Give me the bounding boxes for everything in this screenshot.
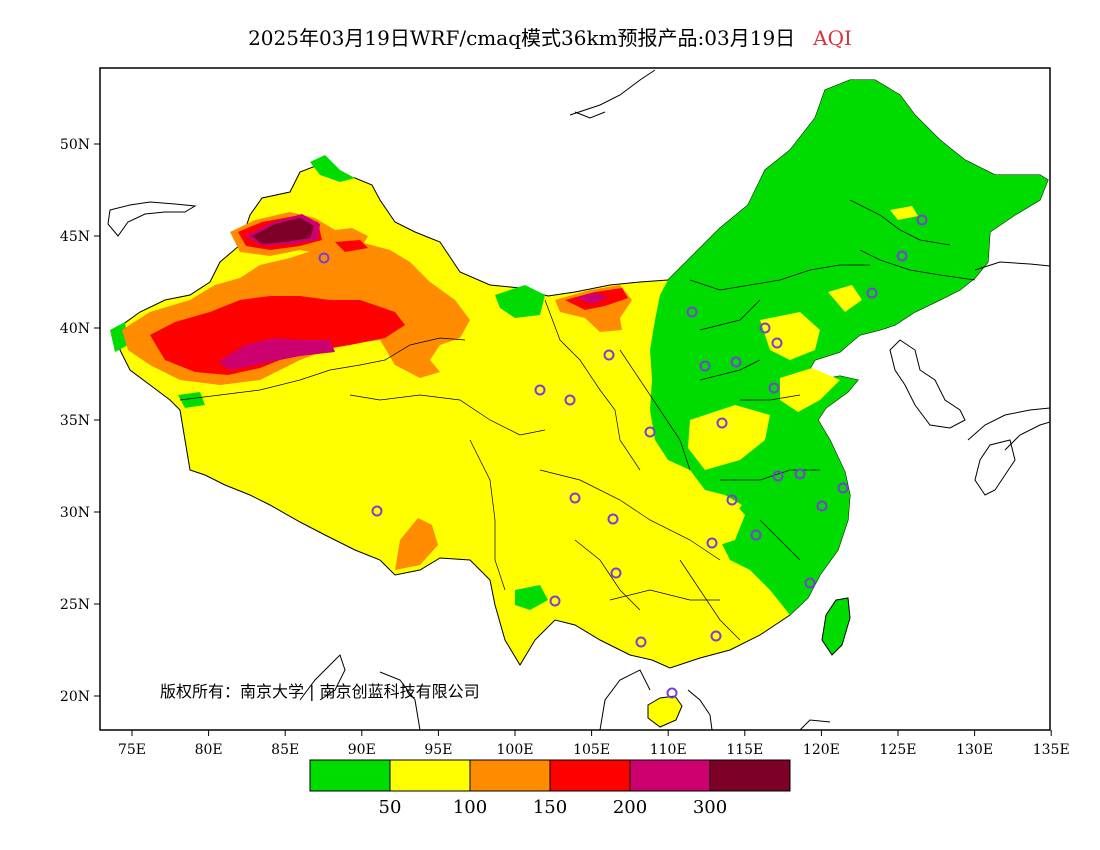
legend-label: 50: [379, 797, 402, 818]
title-text: 2025年03月19日WRF/cmaq模式36km预报产品:03月19日: [248, 26, 796, 50]
latitude-axis: 50N 45N 40N 35N 30N 25N 20N: [60, 137, 100, 705]
lat-tick-label: 45N: [60, 229, 90, 245]
station-marker: [750, 529, 762, 541]
legend-swatch: [309, 759, 391, 792]
station-marker: [716, 417, 728, 429]
station-marker: [603, 349, 615, 361]
station-marker: [726, 494, 738, 506]
lat-tick-label: 35N: [60, 413, 90, 429]
neighbour-coastlines: [107, 69, 1050, 730]
hainan-island: [647, 695, 683, 728]
station-marker: [549, 595, 561, 607]
station-marker: [759, 322, 771, 334]
station-marker: [318, 252, 330, 264]
moderate-patch-henan: [688, 405, 770, 470]
legend-swatch: [629, 759, 711, 792]
lon-tick-label: 135E: [1033, 742, 1070, 758]
lon-tick-label: 90E: [348, 742, 376, 758]
legend-label: 300: [693, 797, 727, 818]
lon-tick-label: 120E: [803, 742, 840, 758]
station-marker: [771, 337, 783, 349]
station-marker: [635, 636, 647, 648]
variable-label: AQI: [813, 26, 852, 50]
station-marker: [794, 468, 806, 480]
station-marker: [569, 492, 581, 504]
moderate-patch-jiangxi: [698, 498, 745, 548]
station-marker: [916, 214, 928, 226]
station-marker: [564, 394, 576, 406]
legend-label: 150: [533, 797, 567, 818]
very-unhealthy-innermongolia: [575, 292, 608, 304]
aqi-legend: 50 100 150 200 300: [309, 759, 791, 818]
lat-tick-label: 40N: [60, 321, 90, 337]
moderate-patch-heilongjiang: [890, 206, 918, 220]
lat-tick-label: 50N: [60, 137, 90, 153]
station-marker: [607, 513, 619, 525]
station-marker: [610, 567, 622, 579]
station-markers: [318, 214, 928, 699]
lon-tick-label: 80E: [195, 742, 223, 758]
station-marker: [896, 250, 908, 262]
good-patch-mongolia-border: [495, 285, 545, 318]
good-patch-yunnan: [515, 585, 548, 610]
very-unhealthy-taklamakan: [218, 338, 335, 370]
station-marker: [644, 426, 656, 438]
good-region-northeast: [650, 80, 1048, 615]
station-marker: [768, 382, 780, 394]
station-marker: [730, 356, 742, 368]
taiwan-island: [821, 597, 851, 656]
station-marker: [837, 482, 849, 494]
unhealthy-region-taklamakan: [150, 296, 405, 375]
lon-tick-label: 110E: [650, 742, 687, 758]
station-marker: [666, 687, 678, 699]
legend-swatch: [389, 759, 471, 792]
station-marker: [772, 470, 784, 482]
lon-tick-label: 115E: [726, 742, 763, 758]
map-frame: [99, 67, 1051, 731]
copyright-text: 版权所有：南京大学 | 南京创蓝科技有限公司: [160, 682, 480, 701]
station-marker: [371, 505, 383, 517]
station-marker: [686, 306, 698, 318]
station-marker: [816, 500, 828, 512]
good-patch-xinjiang-north: [310, 155, 355, 182]
moderate-patch-shandong: [780, 368, 840, 412]
usg-region-tibet-south: [395, 518, 438, 570]
legend-swatch: [549, 759, 631, 792]
unhealthy-patch-east-xinjiang: [335, 240, 368, 252]
lat-tick-label: 30N: [60, 505, 90, 521]
map-title: 2025年03月19日WRF/cmaq模式36km预报产品:03月19日 AQI: [0, 22, 1100, 51]
station-marker: [866, 287, 878, 299]
lon-tick-label: 95E: [424, 742, 452, 758]
legend-label: 200: [613, 797, 647, 818]
station-marker: [804, 577, 816, 589]
longitude-axis: 75E 80E 85E 90E 95E 100E 105E 110E 115E 120E 125E 1…: [118, 730, 1070, 758]
station-marker: [699, 360, 711, 372]
legend-swatch: [709, 759, 791, 792]
station-marker: [710, 630, 722, 642]
legend-label: 100: [453, 797, 487, 818]
lon-tick-label: 75E: [118, 742, 146, 758]
lon-tick-label: 105E: [573, 742, 610, 758]
legend-swatch: [469, 759, 551, 792]
map-content: 版权所有：南京大学 | 南京创蓝科技有限公司: [107, 69, 1050, 730]
lon-tick-label: 100E: [497, 742, 534, 758]
province-borders: [179, 199, 976, 641]
lat-tick-label: 20N: [60, 689, 90, 705]
lat-tick-label: 25N: [60, 597, 90, 613]
station-marker: [706, 537, 718, 549]
hazardous-dzungaria: [252, 218, 314, 244]
lon-tick-label: 125E: [880, 742, 917, 758]
moderate-patch-liaoning: [828, 285, 862, 312]
station-marker: [534, 384, 546, 396]
lon-tick-label: 85E: [271, 742, 299, 758]
good-patch-tibet: [178, 392, 205, 408]
lon-tick-label: 130E: [956, 742, 993, 758]
